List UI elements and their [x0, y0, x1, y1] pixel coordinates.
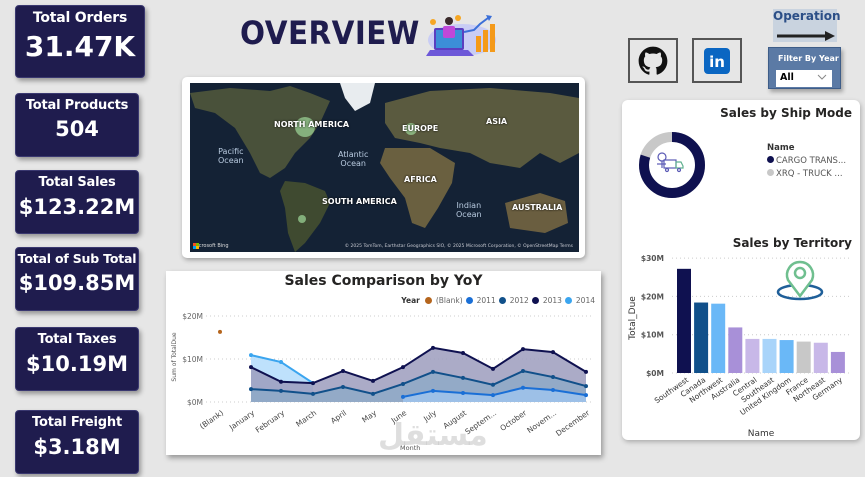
bubble-europe	[405, 123, 417, 135]
year-dropdown-value: All	[780, 72, 794, 83]
map-label-north-america: NORTH AMERICA	[274, 120, 350, 129]
map-label-asia: ASIA	[486, 117, 508, 126]
map-label-australia: AUSTRALIA	[512, 203, 563, 212]
kpi-label: Total Taxes	[37, 332, 117, 347]
kpi-card-total-sub-total: Total of Sub Total $109.85M	[15, 247, 139, 311]
map-label-pacific-ocean: Pacific Ocean	[218, 147, 244, 165]
svg-text:June: June	[389, 408, 409, 426]
ship-mode-title: Sales by Ship Mode	[720, 106, 852, 120]
legend-item-cargo[interactable]: CARGO TRANS...	[767, 155, 846, 168]
world-map[interactable]: NORTH AMERICA EUROPE ASIA AFRICA SOUTH A…	[190, 83, 579, 252]
location-pin-icon	[776, 260, 824, 301]
svg-text:May: May	[360, 408, 378, 425]
year-filter-slicer: Filter By Year All	[768, 47, 841, 89]
map-label-indian-ocean: Indian Ocean	[456, 201, 482, 219]
kpi-value: 31.47K	[24, 30, 136, 63]
kpi-label: Total Sales	[38, 175, 116, 190]
svg-text:January: January	[227, 408, 257, 433]
svg-text:Total_Due: Total_Due	[628, 296, 638, 341]
bubble-north-america	[295, 117, 315, 137]
svg-text:Name: Name	[748, 429, 775, 439]
svg-text:$10M: $10M	[182, 355, 203, 364]
territory-title: Sales by Territory	[732, 236, 852, 250]
microsoft-logo-icon	[193, 243, 199, 249]
kpi-card-total-sales: Total Sales $123.22M	[15, 170, 139, 234]
svg-text:$0M: $0M	[646, 369, 664, 378]
kpi-label: Total Products	[25, 98, 129, 113]
legend-item-blank[interactable]: (Blank)	[435, 296, 463, 305]
svg-text:July: July	[421, 408, 438, 424]
chart-title: Sales Comparison by YoY	[284, 273, 483, 289]
linkedin-icon: in	[704, 47, 730, 74]
svg-text:$0M: $0M	[187, 398, 203, 407]
kpi-label: Total Orders	[32, 10, 128, 26]
chevron-down-icon	[817, 74, 827, 80]
kpi-label: Total Freight	[32, 415, 122, 430]
svg-text:$20M: $20M	[641, 292, 664, 301]
github-button[interactable]	[628, 38, 678, 83]
svg-text:March: March	[294, 408, 318, 429]
kpi-card-total-orders: Total Orders 31.47K	[15, 5, 145, 78]
operation-label: Operation	[773, 9, 841, 23]
legend-item-2012[interactable]: 2012	[509, 296, 529, 305]
kpi-label: Total of Sub Total	[17, 251, 137, 266]
delivery-truck-icon	[657, 152, 684, 173]
sales-map-card: NORTH AMERICA EUROPE ASIA AFRICA SOUTH A…	[182, 77, 585, 258]
svg-text:February: February	[254, 408, 287, 435]
bing-logo: Microsoft Bing	[193, 243, 229, 249]
legend-item-2011[interactable]: 2011	[476, 296, 496, 305]
map-credit-link[interactable]: © 2025 TomTom, Earthstar Geographics SIO…	[344, 244, 573, 249]
map-label-south-america: SOUTH AMERICA	[322, 197, 397, 206]
svg-text:Sum of TotalDue: Sum of TotalDue	[171, 332, 178, 381]
territory-bar-chart[interactable]: $0M$10M$20M$30MTotal_DueSouthwestCanadaN…	[622, 240, 860, 440]
linkedin-button[interactable]: in	[692, 38, 742, 83]
kpi-card-total-freight: Total Freight $3.18M	[15, 410, 139, 474]
page-title: OVERVIEW	[240, 14, 420, 52]
kpi-value: $3.18M	[33, 435, 121, 459]
kpi-value: 504	[55, 117, 99, 141]
operation-nav-button[interactable]: Operation	[773, 9, 841, 42]
kpi-card-total-products: Total Products 504	[15, 93, 139, 157]
sales-yoy-chart-card: Sales Comparison by YoY Year (Blank) 201…	[166, 271, 601, 455]
svg-text:(Blank): (Blank)	[198, 408, 225, 431]
github-icon	[638, 46, 668, 75]
svg-text:$10M: $10M	[641, 331, 664, 340]
map-label-atlantic-ocean: Atlantic Ocean	[338, 150, 369, 168]
svg-text:in: in	[709, 53, 725, 71]
map-label-africa: AFRICA	[404, 175, 437, 184]
arrow-right-icon	[777, 31, 835, 41]
kpi-value: $109.85M	[18, 271, 136, 295]
legend-item-2013[interactable]: 2013	[542, 296, 562, 305]
svg-text:$20M: $20M	[182, 312, 203, 321]
svg-text:$30M: $30M	[641, 254, 664, 263]
bubble-pacific	[298, 215, 306, 223]
svg-text:April: April	[329, 408, 348, 425]
kpi-value: $123.22M	[18, 195, 136, 219]
filter-label: Filter By Year	[778, 54, 839, 63]
right-panel-card: Sales by Ship Mode Name CARGO TRANS... X…	[622, 100, 860, 440]
svg-text:December: December	[554, 408, 592, 438]
legend-item-xrq-truck[interactable]: XRQ - TRUCK ...	[767, 168, 846, 181]
ship-mode-legend: Name CARGO TRANS... XRQ - TRUCK ...	[767, 143, 847, 181]
svg-text:October: October	[498, 408, 528, 433]
kpi-value: $10.19M	[26, 352, 128, 376]
year-dropdown[interactable]: All	[776, 70, 832, 87]
ship-mode-donut-chart[interactable]	[637, 130, 707, 200]
legend-item-2014[interactable]: 2014	[575, 296, 595, 305]
svg-text:Septem...: Septem...	[463, 408, 498, 436]
analytics-illustration-icon	[426, 15, 496, 56]
kpi-card-total-taxes: Total Taxes $10.19M	[15, 327, 139, 391]
svg-text:Month: Month	[400, 444, 420, 452]
map-label-europe: EUROPE	[402, 124, 439, 133]
map-terrain	[190, 83, 579, 252]
chart-legend: Year (Blank) 2011 2012 2013 2014	[401, 296, 595, 305]
